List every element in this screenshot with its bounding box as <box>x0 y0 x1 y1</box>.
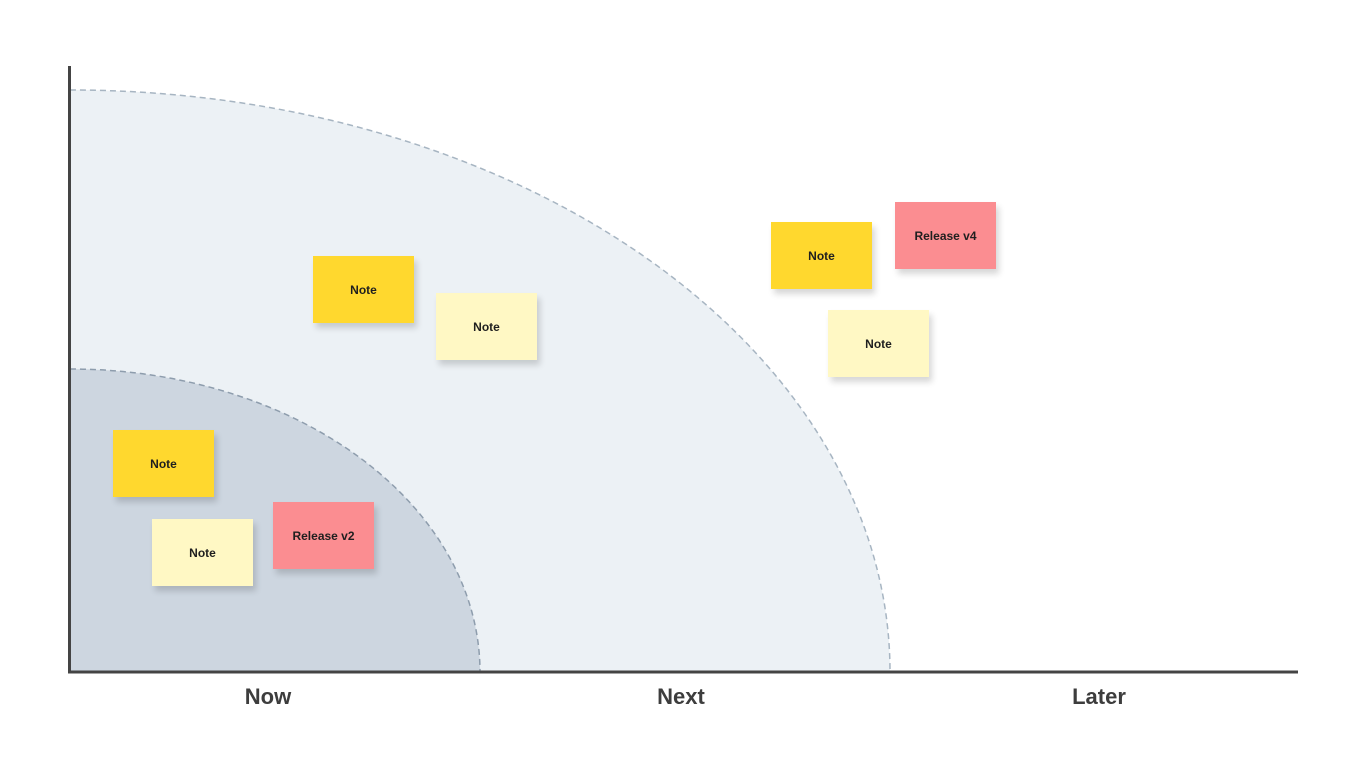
sticky-note[interactable]: Note <box>152 519 253 586</box>
sticky-note[interactable]: Note <box>771 222 872 289</box>
axis-label-next: Next <box>657 684 705 709</box>
sticky-note-release-v4[interactable]: Release v4 <box>895 202 996 269</box>
sticky-note[interactable]: Note <box>313 256 414 323</box>
sticky-note[interactable]: Note <box>113 430 214 497</box>
axis-label-later: Later <box>1072 684 1126 709</box>
sticky-note[interactable]: Note <box>828 310 929 377</box>
sticky-note[interactable]: Note <box>436 293 537 360</box>
axis-label-now: Now <box>244 684 292 709</box>
sticky-note-release-v2[interactable]: Release v2 <box>273 502 374 569</box>
